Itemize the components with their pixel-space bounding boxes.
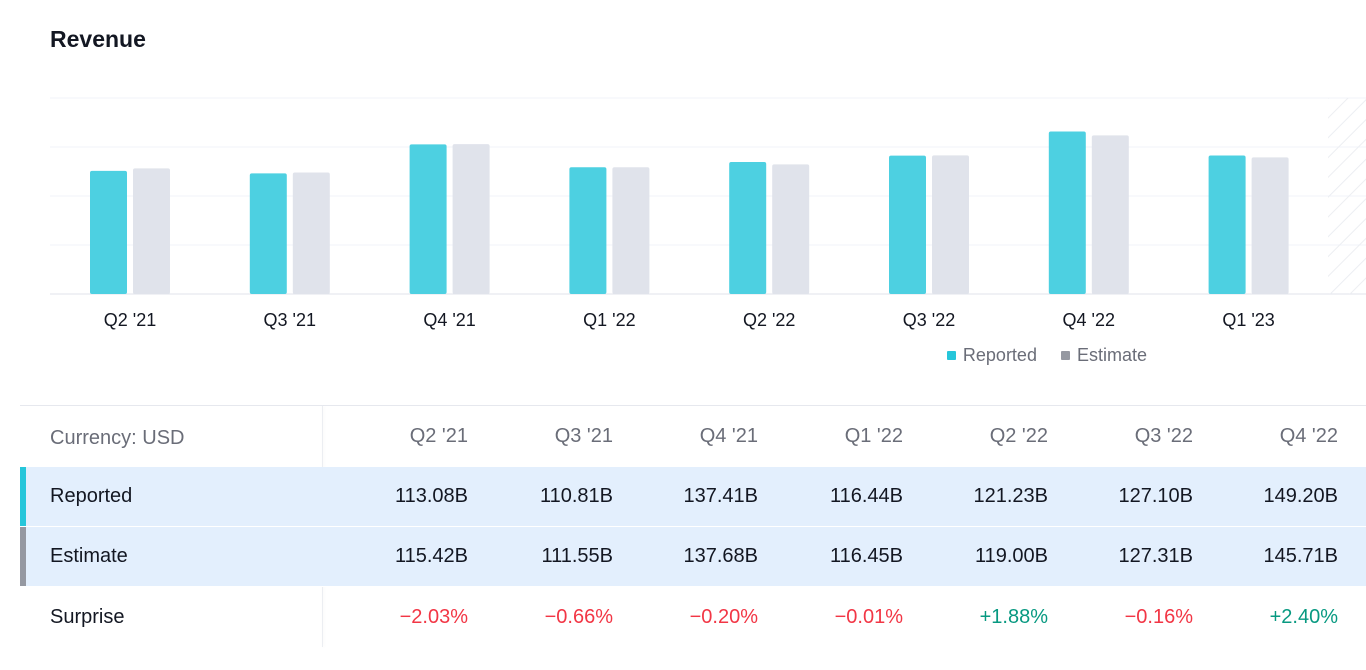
- bar-estimate[interactable]: [1091, 135, 1129, 294]
- bar-estimate[interactable]: [133, 168, 170, 294]
- row-label: Estimate: [50, 545, 128, 567]
- x-tick-label: Q2 '22: [743, 310, 795, 330]
- x-tick-label: Q4 '21: [423, 310, 475, 330]
- currency-label: Currency: USD: [50, 427, 185, 449]
- earnings-table: Currency: USD Q2 '21 Q3 '21 Q4 '21 Q1 '22 Q2 …: [20, 405, 1366, 647]
- bar-reported[interactable]: [1208, 155, 1246, 294]
- table-cell: +2.40%: [1269, 605, 1338, 628]
- bar-reported[interactable]: [1048, 131, 1086, 294]
- future-period-hatch: [1328, 98, 1366, 294]
- x-tick-label: Q3 '22: [903, 310, 955, 330]
- column-header: Q2 '22: [989, 425, 1048, 447]
- bar-estimate[interactable]: [772, 164, 810, 294]
- table-row-surprise: Surprise −2.03% −0.66% −0.20% −0.01% +1.88% −0…: [20, 587, 1366, 647]
- table-cell: −0.16%: [1124, 605, 1193, 628]
- column-header: Q2 '21: [409, 425, 468, 447]
- table-cell: 119.00B: [974, 545, 1048, 567]
- table-cell: 127.31B: [1118, 545, 1193, 567]
- table-cell: 145.71B: [1263, 545, 1338, 567]
- x-tick-label: Q1 '22: [583, 310, 635, 330]
- legend-label: Estimate: [1076, 345, 1147, 365]
- column-header: Q3 '21: [554, 425, 613, 447]
- x-tick-label: Q4 '22: [1063, 310, 1115, 330]
- bar-estimate[interactable]: [1251, 157, 1289, 294]
- bar-estimate[interactable]: [452, 144, 490, 294]
- table-cell: 115.42B: [394, 545, 468, 567]
- chart-title: Revenue: [50, 26, 146, 52]
- column-header: Q4 '21: [699, 425, 758, 447]
- bar-reported[interactable]: [249, 173, 287, 294]
- legend-label: Reported: [962, 345, 1037, 365]
- bar-reported[interactable]: [569, 167, 607, 294]
- bar-estimate[interactable]: [612, 167, 650, 294]
- column-header: Q3 '22: [1134, 425, 1193, 447]
- x-tick-label: Q2 '21: [104, 310, 156, 330]
- column-header: Q1 '22: [844, 425, 903, 447]
- bar-reported[interactable]: [90, 170, 127, 294]
- row-accent-bar: [20, 527, 26, 586]
- table-cell: +1.88%: [979, 605, 1048, 628]
- legend-swatch: [946, 351, 956, 360]
- column-header: Q4 '22: [1279, 425, 1338, 447]
- row-accent-bar: [20, 467, 26, 526]
- table-row-reported: Reported 113.08B 110.81B 137.41B 116.44B 121.…: [20, 467, 1366, 527]
- table-cell: 116.44B: [829, 485, 903, 507]
- bar-estimate[interactable]: [932, 155, 969, 294]
- table-cell: 113.08B: [394, 485, 468, 507]
- legend-item-estimate[interactable]: Estimate: [1060, 345, 1147, 366]
- row-label: Surprise: [50, 605, 125, 628]
- table-cell: −0.20%: [689, 605, 758, 628]
- table-cell: 149.20B: [1263, 485, 1338, 507]
- bar-reported[interactable]: [729, 161, 767, 294]
- legend-swatch: [1060, 351, 1070, 360]
- x-tick-label: Q3 '21: [264, 310, 316, 330]
- bar-estimate[interactable]: [292, 172, 330, 294]
- table-cell: 137.41B: [683, 485, 758, 507]
- bar-reported[interactable]: [409, 144, 447, 294]
- table-cell: −0.01%: [834, 605, 903, 628]
- table-cell: 110.81B: [539, 485, 613, 507]
- x-tick-label: Q1 '23: [1222, 310, 1274, 330]
- table-row-estimate: Estimate 115.42B 111.55B 137.68B 116.45B 119.…: [20, 527, 1366, 587]
- chart-legend: Reported Estimate: [946, 345, 1147, 366]
- table-cell: 121.23B: [973, 485, 1048, 507]
- table-cell: −0.66%: [544, 605, 613, 628]
- table-header-row: Currency: USD Q2 '21 Q3 '21 Q4 '21 Q1 '22 Q2 …: [20, 406, 1366, 467]
- legend-item-reported[interactable]: Reported: [946, 345, 1037, 366]
- bar-reported[interactable]: [889, 155, 926, 294]
- table-cell: 137.68B: [683, 545, 758, 567]
- table-cell: −2.03%: [399, 605, 468, 628]
- revenue-bar-chart: Q2 '21 Q3 '21 Q4 '21 Q1 '22 Q2 '22 Q3 '22 Q4 '…: [50, 97, 1366, 330]
- table-cell: 111.55B: [541, 545, 613, 567]
- table-cell: 116.45B: [829, 545, 903, 567]
- table-cell: 127.10B: [1118, 485, 1193, 507]
- row-label: Reported: [50, 485, 133, 507]
